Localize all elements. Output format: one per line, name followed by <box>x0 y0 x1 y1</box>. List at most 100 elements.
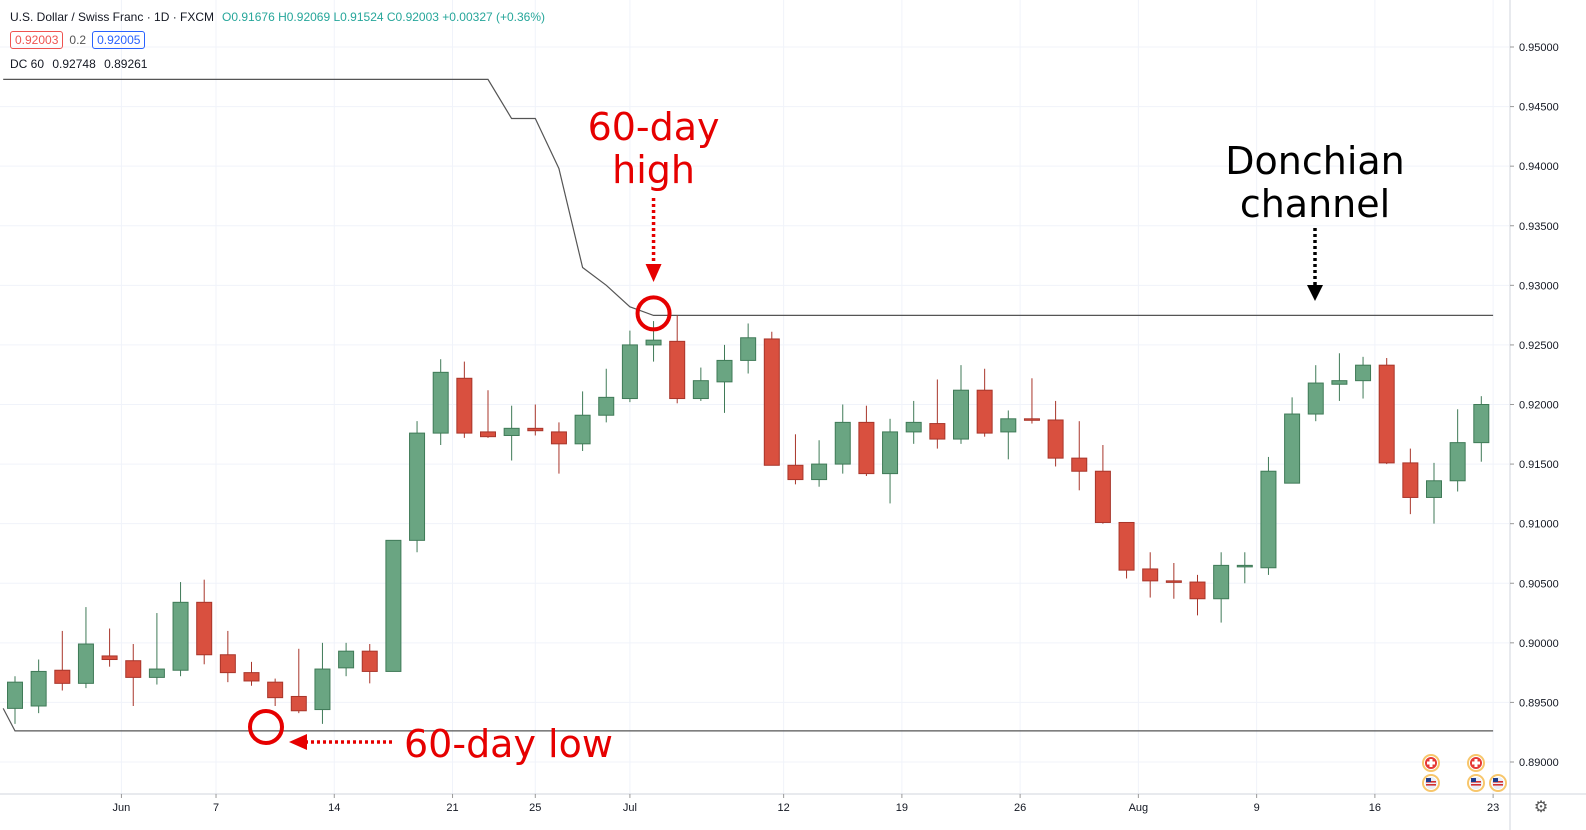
candle-body <box>953 389 969 440</box>
candle[interactable] <box>267 678 284 706</box>
candle[interactable] <box>692 367 709 401</box>
time-tick-label: 26 <box>1014 802 1026 814</box>
candle-body <box>243 672 260 682</box>
candle[interactable] <box>219 630 236 683</box>
symbol-title[interactable]: U.S. Dollar / Swiss Franc · 1D · FXCM <box>10 10 215 24</box>
candle[interactable] <box>716 344 733 413</box>
candle-body <box>1378 364 1395 464</box>
candle[interactable] <box>953 365 969 444</box>
us-flag-event-icon-3[interactable] <box>1489 774 1507 792</box>
candle[interactable] <box>1378 358 1395 465</box>
us-flag-event-icon-2[interactable] <box>1467 774 1485 792</box>
candle[interactable] <box>598 368 615 423</box>
candle[interactable] <box>1142 552 1159 598</box>
candle-body <box>574 414 591 445</box>
candle[interactable] <box>54 630 71 691</box>
candle[interactable] <box>834 404 851 474</box>
candle[interactable] <box>1047 400 1064 467</box>
candle[interactable] <box>290 648 307 714</box>
candle[interactable] <box>148 613 165 685</box>
candle[interactable] <box>621 330 638 403</box>
candle-body <box>763 338 780 466</box>
candle[interactable] <box>503 405 520 461</box>
candle[interactable] <box>1449 409 1466 492</box>
swiss-flag-event-icon-2[interactable] <box>1467 754 1485 772</box>
candle[interactable] <box>763 331 780 466</box>
candle[interactable] <box>1307 365 1324 422</box>
candle[interactable] <box>480 390 496 438</box>
sell-price-button[interactable]: 0.92003 <box>10 31 64 49</box>
candle[interactable] <box>1213 552 1230 623</box>
candle[interactable] <box>1284 397 1301 484</box>
candle[interactable] <box>858 405 875 476</box>
candle[interactable] <box>550 422 567 474</box>
candle-body <box>976 389 993 434</box>
candle[interactable] <box>314 642 331 724</box>
time-tick-label: Jul <box>623 802 637 814</box>
candle[interactable] <box>740 323 757 374</box>
candle[interactable] <box>1071 421 1088 491</box>
buy-price-button[interactable]: 0.92005 <box>92 31 146 49</box>
candle-body <box>290 695 307 712</box>
candle[interactable] <box>976 368 993 437</box>
indicator-legend[interactable]: DC 60 0.92748 0.89261 <box>10 57 152 71</box>
time-tick-label: 23 <box>1487 802 1499 814</box>
symbol-legend: U.S. Dollar / Swiss Franc · 1D · FXCM O0… <box>10 9 545 25</box>
candle[interactable] <box>196 579 213 665</box>
candle-body <box>598 396 615 416</box>
time-tick-label: 16 <box>1369 802 1381 814</box>
candle[interactable] <box>125 644 142 706</box>
candle[interactable] <box>1260 456 1277 575</box>
candle[interactable] <box>787 434 804 485</box>
candle[interactable] <box>385 539 402 672</box>
low-label: 60-day low <box>404 722 613 766</box>
candle[interactable] <box>1000 410 1017 460</box>
candle-body <box>1189 581 1206 600</box>
candle[interactable] <box>1094 445 1111 524</box>
candle[interactable] <box>905 400 922 444</box>
low-marker-circle <box>248 709 284 745</box>
us-flag-event-icon[interactable] <box>1422 774 1440 792</box>
candle[interactable] <box>1189 574 1206 616</box>
candle[interactable] <box>361 644 378 684</box>
candle[interactable] <box>929 379 946 449</box>
candle[interactable] <box>1473 396 1490 462</box>
candle[interactable] <box>1426 462 1442 524</box>
candle[interactable] <box>338 642 355 677</box>
price-tick-label: 0.90000 <box>1519 638 1559 650</box>
candle-body <box>125 660 142 678</box>
candle[interactable] <box>409 421 426 553</box>
candle-body <box>1165 580 1182 583</box>
candle[interactable] <box>30 659 47 714</box>
candle[interactable] <box>77 607 94 689</box>
candle[interactable] <box>527 404 544 436</box>
candle[interactable] <box>243 661 260 686</box>
candle[interactable] <box>574 391 591 451</box>
price-tick-label: 0.89000 <box>1519 757 1559 769</box>
candle[interactable] <box>432 359 449 446</box>
indicator-lower-value: 0.89261 <box>104 57 148 71</box>
candle[interactable] <box>882 418 899 504</box>
ohlc-open: O0.91676 <box>222 10 275 24</box>
candle-body <box>7 681 23 709</box>
swiss-flag-event-icon[interactable] <box>1422 754 1440 772</box>
candle[interactable] <box>456 361 473 438</box>
price-tick-label: 0.92500 <box>1519 340 1559 352</box>
candle[interactable] <box>1402 448 1419 515</box>
candle[interactable] <box>1023 378 1040 424</box>
candle[interactable] <box>1118 521 1135 579</box>
candle[interactable] <box>811 440 828 487</box>
candle[interactable] <box>101 628 118 667</box>
candle-body <box>172 601 189 671</box>
candle[interactable] <box>669 315 686 404</box>
candle[interactable] <box>172 582 189 677</box>
candle[interactable] <box>1236 552 1253 584</box>
price-tick-label: 0.93500 <box>1519 221 1559 233</box>
candle[interactable] <box>7 676 23 724</box>
candle[interactable] <box>1355 356 1372 399</box>
candle[interactable] <box>1165 562 1182 599</box>
candle[interactable] <box>1331 353 1348 401</box>
settings-gear-icon[interactable]: ⚙ <box>1533 799 1549 816</box>
